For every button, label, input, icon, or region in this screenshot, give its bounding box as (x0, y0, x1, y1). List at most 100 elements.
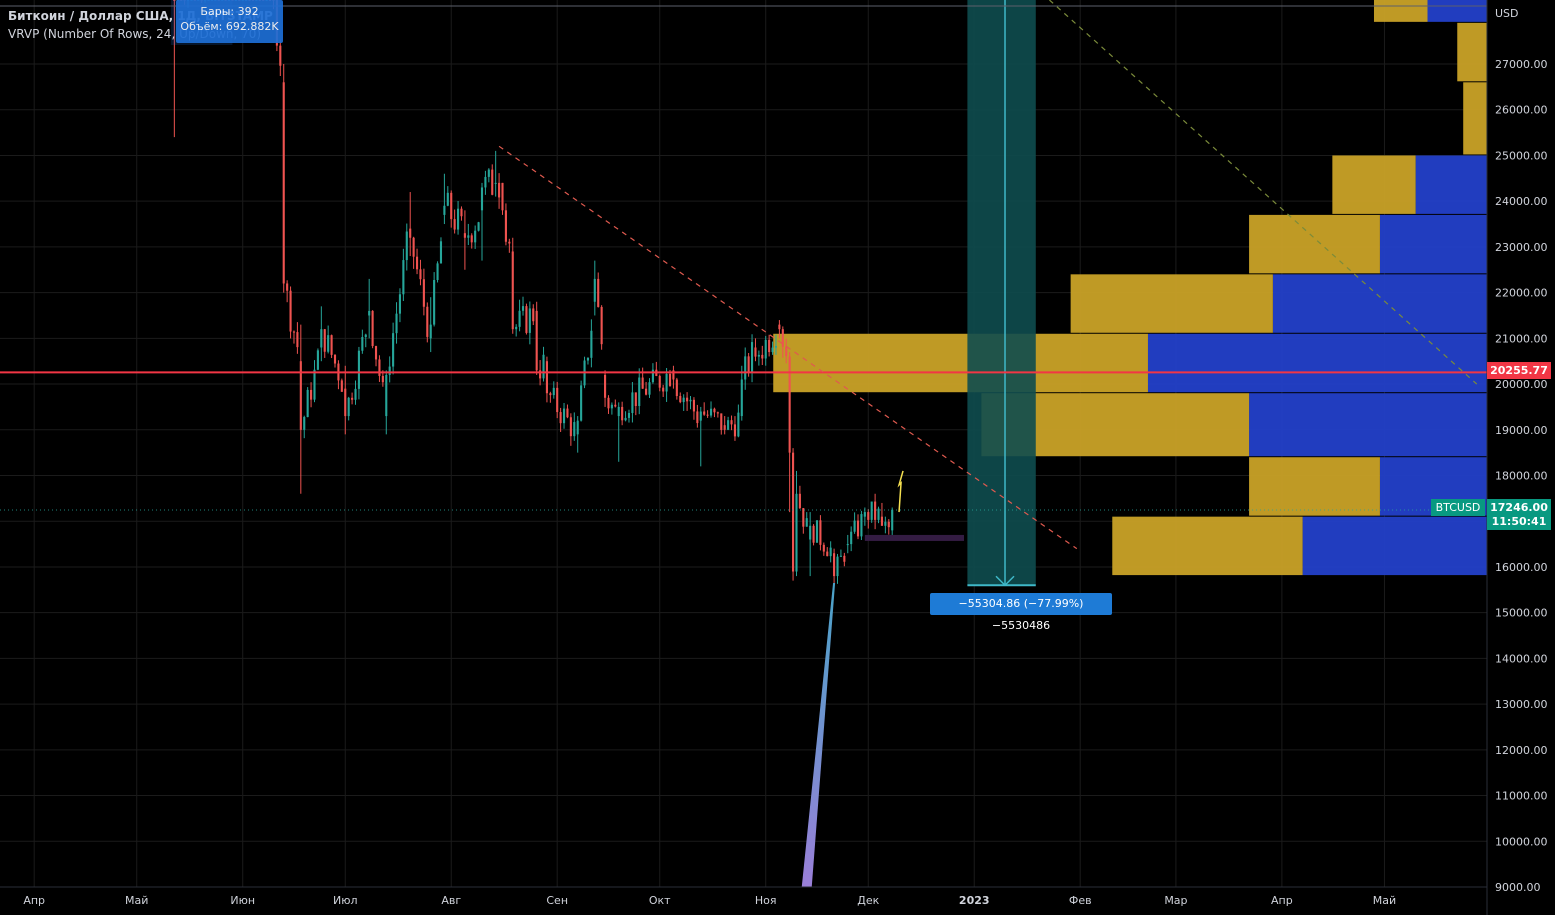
y-tick-label: 18000.00 (1495, 470, 1548, 483)
candle-body (357, 350, 360, 389)
candle-body (833, 553, 836, 577)
y-axis[interactable]: 9000.00 10000.00 11000.00 12000.00 13000.00 1… (1486, 0, 1548, 915)
candle-body (303, 417, 306, 430)
candle-body (556, 387, 559, 413)
x-tick-label: Сен (546, 894, 568, 907)
candle-body (713, 408, 716, 413)
candle-body (463, 233, 466, 238)
candle-body (388, 366, 391, 375)
candle-body (792, 452, 795, 572)
y-tick-label: 19000.00 (1495, 424, 1548, 437)
candle-body (850, 531, 853, 545)
candle-body (798, 493, 801, 509)
volume-profile-up-bar (1249, 214, 1380, 274)
candle-body (788, 356, 791, 453)
candle-body (286, 283, 289, 291)
candle-body (709, 408, 713, 416)
x-tick-label: Июл (333, 894, 358, 907)
candle-body (429, 324, 432, 339)
candle-body (374, 346, 378, 360)
candle-body (891, 509, 894, 531)
candle-body (525, 306, 528, 333)
candle-body (378, 359, 381, 376)
x-axis[interactable]: Апр Май Июн Июл Авг Сен Окт Ноя Дек 2023 Фев Мар Апр… (0, 886, 1487, 907)
candle-body (415, 256, 419, 270)
candle-body (347, 397, 350, 417)
candle-body (412, 237, 415, 257)
candle-body (614, 404, 617, 407)
candle-body (542, 354, 545, 379)
candle-body (446, 192, 449, 206)
candle-body (819, 520, 822, 545)
candle-body (754, 347, 757, 357)
candle-body (778, 324, 781, 330)
candle-body (692, 399, 695, 412)
candle-body (836, 556, 839, 577)
currency-label[interactable]: USD (1495, 7, 1519, 20)
candle-body (839, 555, 842, 557)
candle-body (590, 330, 593, 358)
candle-body (757, 354, 760, 357)
y-tick-label: 21000.00 (1495, 332, 1548, 345)
candle-body (884, 521, 887, 526)
candle-body (607, 397, 610, 409)
candle-body (593, 278, 596, 302)
candle-body (740, 379, 743, 417)
candle-body (508, 241, 511, 244)
candle-body (764, 339, 767, 359)
candle-body (771, 347, 774, 353)
candle-body (733, 424, 737, 437)
candle-body (316, 350, 319, 370)
candle-body (689, 399, 692, 402)
candle-body (580, 385, 583, 421)
candle-body (774, 346, 778, 348)
candle-body (487, 169, 490, 177)
candle-body (603, 374, 607, 398)
candle-body (887, 521, 890, 528)
projection-box-rect (967, 0, 1036, 586)
candle-body (289, 290, 292, 332)
candle-body (333, 354, 337, 364)
candle-body (672, 370, 675, 380)
candle-body (723, 425, 726, 430)
x-tick-label: Июн (230, 894, 255, 907)
volume-profile-up-bar (1373, 0, 1428, 22)
candle-body (385, 374, 388, 417)
candle-body (405, 231, 408, 261)
candle-body (617, 406, 620, 417)
candle-body (501, 182, 504, 211)
x-tick-label: Май (125, 894, 148, 907)
candle-body (569, 417, 572, 437)
candle-body (815, 520, 819, 543)
candle-body (863, 512, 866, 517)
bars-volume-label: Объём: 692.882K (180, 20, 279, 33)
candle-body (634, 392, 637, 407)
volume-profile (773, 0, 1487, 576)
candle-body (761, 354, 764, 359)
candle-body (853, 520, 856, 532)
candle-body (282, 82, 285, 284)
volume-profile-down-bar (1427, 0, 1487, 22)
y-tick-label: 16000.00 (1495, 561, 1548, 574)
candle-body (573, 422, 576, 437)
candle-body (627, 413, 631, 418)
candlestick-series (173, 0, 894, 586)
candle-body (392, 333, 395, 367)
candle-body (668, 373, 672, 386)
candle-body (662, 387, 665, 392)
candle-body (744, 356, 747, 380)
y-tick-label: 10000.00 (1495, 835, 1548, 848)
candle-body (539, 370, 542, 379)
candle-body (535, 310, 538, 371)
candle-body (450, 192, 453, 220)
y-tick-label: 25000.00 (1495, 149, 1548, 162)
y-tick-label: 12000.00 (1495, 744, 1548, 757)
candle-body (829, 547, 832, 557)
candle-body (330, 335, 333, 355)
candle-body (361, 336, 364, 351)
candle-body (409, 228, 412, 238)
x-tick-label: Мар (1164, 894, 1187, 907)
y-tick-label: 20000.00 (1495, 378, 1548, 391)
candle-body (426, 306, 429, 337)
